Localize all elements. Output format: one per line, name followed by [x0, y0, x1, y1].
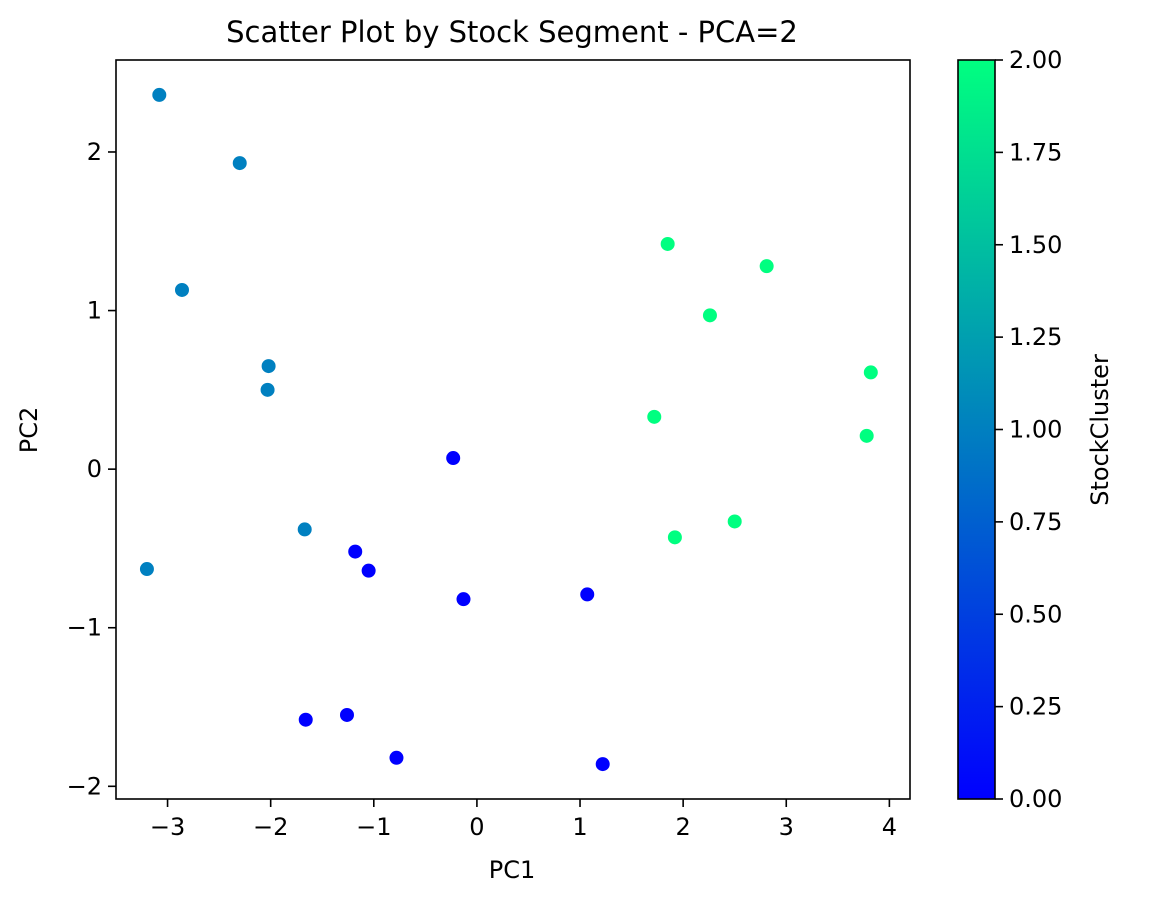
chart-title: Scatter Plot by Stock Segment - PCA=2	[226, 15, 798, 49]
y-axis-label: PC2	[15, 407, 43, 454]
scatter-point	[445, 450, 462, 467]
scatter-point	[701, 307, 718, 324]
x-tick-label: 3	[779, 813, 794, 841]
x-tick-label: 1	[572, 813, 587, 841]
colorbar: 0.00 0.25 0.50 0.75 1.00 1.25 1.50 1.75 2.00 Sto…	[957, 46, 1114, 813]
x-tick-label: −2	[253, 813, 288, 841]
colorbar-tick-label: 1.75	[1009, 138, 1062, 166]
scatter-point	[173, 281, 190, 298]
points-layer	[138, 86, 879, 773]
scatter-point	[338, 706, 355, 723]
scatter-point	[388, 749, 405, 766]
colorbar-tick-label: 0.00	[1009, 785, 1062, 813]
colorbar-label: StockCluster	[1086, 354, 1114, 506]
scatter-point	[151, 86, 168, 103]
plot-area	[115, 59, 911, 800]
scatter-point	[297, 711, 314, 728]
x-tick-label: 0	[469, 813, 484, 841]
scatter-point	[138, 561, 155, 578]
scatter-point	[646, 408, 663, 425]
x-tick-label: −3	[150, 813, 185, 841]
x-axis-ticks: −3 −2 −1 0 1 2 3 4	[150, 799, 897, 841]
scatter-point	[594, 756, 611, 773]
plot-frame	[115, 59, 911, 800]
scatter-point	[231, 155, 248, 172]
scatter-point	[862, 364, 879, 381]
y-tick-label: 0	[87, 455, 102, 483]
scatter-point	[659, 235, 676, 252]
y-tick-label: −1	[67, 614, 102, 642]
colorbar-tick-label: 1.25	[1009, 323, 1062, 351]
scatter-point	[360, 562, 377, 579]
x-tick-label: −1	[356, 813, 391, 841]
scatter-point	[726, 513, 743, 530]
colorbar-tick-label: 0.50	[1009, 600, 1062, 628]
scatter-point	[296, 521, 313, 538]
scatter-point	[259, 381, 276, 398]
y-tick-label: −2	[67, 772, 102, 800]
colorbar-tick-label: 2.00	[1009, 46, 1062, 74]
scatter-point	[347, 543, 364, 560]
colorbar-tick-label: 0.25	[1009, 693, 1062, 721]
y-tick-label: 1	[87, 297, 102, 325]
y-axis-ticks: −2 −1 0 1 2	[67, 138, 116, 800]
colorbar-tick-label: 1.50	[1009, 231, 1062, 259]
scatter-point	[579, 586, 596, 603]
scatter-point	[666, 529, 683, 546]
x-tick-label: 2	[676, 813, 691, 841]
colorbar-tick-label: 1.00	[1009, 416, 1062, 444]
scatter-point	[455, 591, 472, 608]
colorbar-ticks: 0.00 0.25 0.50 0.75 1.00 1.25 1.50 1.75 2.00	[995, 46, 1062, 813]
scatter-point	[260, 358, 277, 375]
x-tick-label: 4	[882, 813, 897, 841]
colorbar-tick-label: 0.75	[1009, 508, 1062, 536]
scatter-point	[758, 258, 775, 275]
x-axis-label: PC1	[489, 856, 536, 884]
colorbar-gradient	[957, 59, 996, 800]
y-tick-label: 2	[87, 138, 102, 166]
scatter-point	[858, 427, 875, 444]
